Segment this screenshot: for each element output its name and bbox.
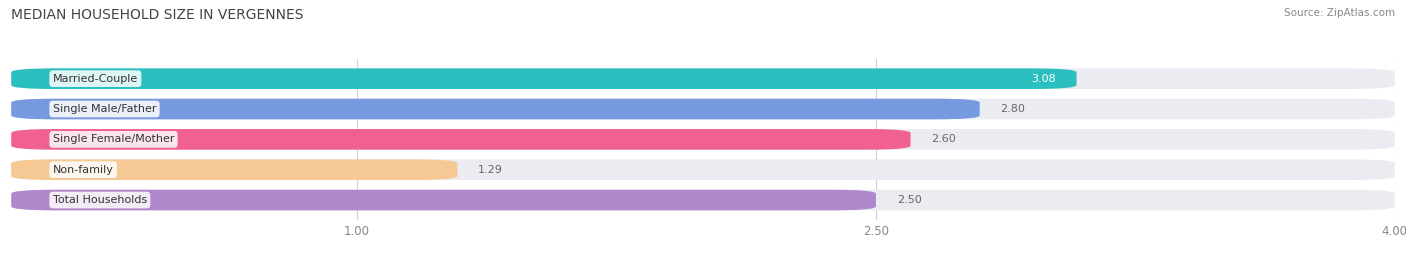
Text: Source: ZipAtlas.com: Source: ZipAtlas.com — [1284, 8, 1395, 18]
Text: 2.80: 2.80 — [1001, 104, 1025, 114]
FancyBboxPatch shape — [11, 129, 1395, 150]
Text: Single Female/Mother: Single Female/Mother — [53, 134, 174, 144]
FancyBboxPatch shape — [11, 159, 1395, 180]
Text: 3.08: 3.08 — [1031, 74, 1056, 84]
FancyBboxPatch shape — [11, 190, 1395, 210]
FancyBboxPatch shape — [11, 99, 980, 119]
Text: 1.29: 1.29 — [478, 165, 503, 175]
FancyBboxPatch shape — [11, 68, 1077, 89]
Text: MEDIAN HOUSEHOLD SIZE IN VERGENNES: MEDIAN HOUSEHOLD SIZE IN VERGENNES — [11, 8, 304, 22]
Text: 2.50: 2.50 — [897, 195, 921, 205]
FancyBboxPatch shape — [11, 68, 1395, 89]
Text: 2.60: 2.60 — [931, 134, 956, 144]
FancyBboxPatch shape — [11, 99, 1395, 119]
FancyBboxPatch shape — [11, 190, 876, 210]
FancyBboxPatch shape — [11, 129, 911, 150]
Text: Married-Couple: Married-Couple — [53, 74, 138, 84]
Text: Total Households: Total Households — [53, 195, 148, 205]
Text: Non-family: Non-family — [53, 165, 114, 175]
Text: Single Male/Father: Single Male/Father — [53, 104, 156, 114]
FancyBboxPatch shape — [11, 159, 457, 180]
